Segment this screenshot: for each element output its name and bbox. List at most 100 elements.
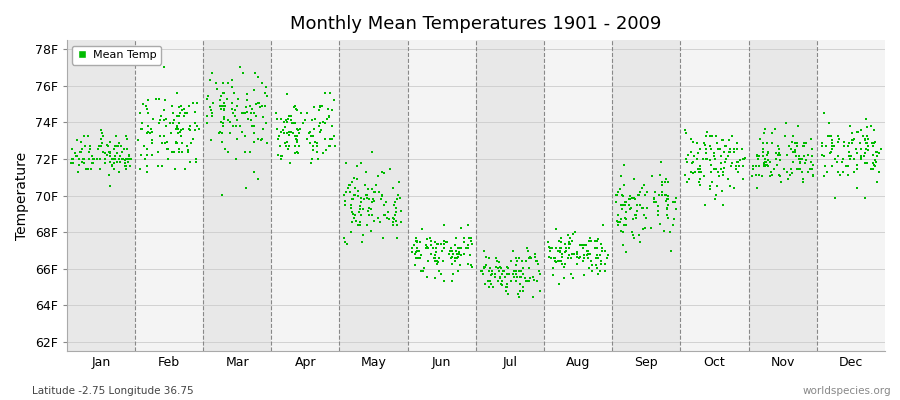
Point [853, 152, 868, 159]
Point [259, 120, 274, 126]
Point [392, 179, 406, 186]
Point [584, 262, 598, 268]
Point [140, 169, 154, 175]
Point [580, 248, 594, 254]
Point [684, 136, 698, 142]
Point [136, 100, 150, 107]
Point [772, 150, 787, 156]
Point [217, 116, 231, 123]
Point [752, 162, 766, 169]
Point [174, 126, 188, 133]
Point [546, 272, 561, 278]
Point [577, 251, 591, 258]
Point [379, 199, 393, 206]
Point [390, 196, 404, 202]
Point [817, 110, 832, 116]
Point [598, 268, 612, 274]
Point [618, 202, 633, 208]
Point [522, 265, 536, 272]
Bar [67, 40, 135, 351]
Point [858, 149, 872, 156]
Point [273, 143, 287, 149]
Point [215, 139, 230, 146]
Point [715, 136, 729, 143]
Point [825, 143, 840, 149]
Point [358, 169, 373, 175]
Point [532, 268, 546, 274]
Point [806, 172, 820, 179]
Point [475, 271, 490, 277]
Point [544, 244, 559, 251]
Point [424, 238, 438, 244]
Point [842, 149, 856, 156]
Point [338, 239, 353, 245]
Point [728, 162, 742, 169]
Point [796, 175, 810, 182]
Point [220, 96, 235, 102]
Point [365, 196, 380, 202]
Point [93, 156, 107, 162]
Point [609, 192, 624, 198]
Point [613, 186, 627, 192]
Point [258, 90, 273, 96]
Point [364, 149, 379, 156]
Point [691, 166, 706, 172]
Point [255, 136, 269, 142]
Point [850, 129, 865, 136]
Point [492, 258, 507, 265]
Point [286, 120, 301, 126]
Point [655, 182, 670, 188]
Point [100, 142, 114, 149]
Point [651, 212, 665, 218]
Point [822, 132, 836, 139]
Point [860, 123, 875, 130]
Point [348, 185, 363, 192]
Point [215, 192, 230, 198]
Point [820, 132, 834, 139]
Point [482, 268, 497, 274]
Point [542, 254, 556, 260]
Point [230, 96, 245, 102]
Point [389, 205, 403, 211]
Point [102, 172, 116, 178]
Point [365, 186, 380, 192]
Point [374, 168, 389, 175]
Point [693, 175, 707, 182]
Point [497, 267, 511, 274]
Point [386, 219, 400, 225]
Point [708, 133, 723, 140]
Point [611, 222, 625, 228]
Point [669, 206, 683, 212]
Point [355, 239, 369, 245]
Point [690, 156, 705, 162]
Point [82, 156, 96, 162]
Point [735, 156, 750, 162]
Point [377, 212, 392, 218]
Point [230, 117, 245, 123]
Point [259, 140, 274, 146]
Point [816, 152, 831, 159]
Point [250, 136, 265, 142]
Point [482, 254, 497, 261]
Point [113, 159, 128, 166]
Bar [817, 40, 885, 351]
Point [815, 152, 830, 159]
Point [710, 183, 724, 189]
Point [869, 159, 884, 165]
Point [359, 195, 374, 202]
Point [760, 162, 775, 169]
Point [507, 268, 521, 274]
Point [173, 110, 187, 116]
Point [66, 160, 80, 166]
Point [850, 166, 864, 172]
Point [590, 271, 605, 277]
Point [185, 100, 200, 106]
Point [704, 146, 718, 152]
Point [407, 242, 421, 248]
Point [835, 169, 850, 176]
Point [543, 248, 557, 254]
Point [349, 218, 364, 225]
Point [280, 119, 294, 126]
Point [678, 172, 692, 178]
Point [445, 261, 459, 267]
